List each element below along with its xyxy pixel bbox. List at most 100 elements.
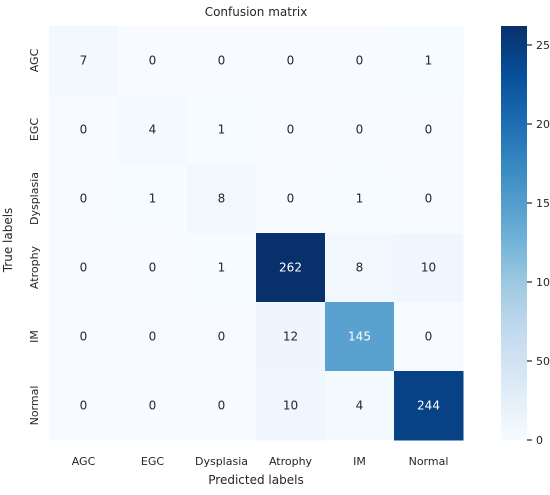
heatmap-cell-label: 0 [80,330,88,344]
heatmap-cell [118,371,188,441]
heatmap-cell-label: 1 [218,261,226,275]
heatmap-cell-label: 10 [421,261,436,275]
heatmap-cell [49,302,119,372]
y-axis-ticks: AGC EGC Dysplasia Atrophy IM Normal [28,48,41,425]
heatmap-cell-label: 0 [218,54,226,68]
heatmap-cell [187,26,257,96]
heatmap-cell-label: 0 [80,261,88,275]
colorbar-tick-label: 100 [536,276,550,289]
heatmap-cell-label: 0 [425,330,433,344]
heatmap-cell-label: 262 [279,261,302,275]
heatmap-cell [325,302,395,372]
heatmap-cell-label: 8 [218,192,226,206]
x-tick-label: AGC [72,455,96,468]
heatmap-cell-label: 145 [348,330,371,344]
heatmap-cell [118,233,188,303]
heatmap-cell [394,371,464,441]
heatmap-cell-label: 0 [425,192,433,206]
heatmap-cell-label: 1 [218,123,226,137]
heatmap-cell-label: 4 [149,123,157,137]
heatmap-labels: 7 0 0 0 0 10 4 1 0 0 00 1 8 0 1 00 0 1 262 8 100 0 0 12 145 00 0 0 1… [80,54,440,413]
heatmap-cell [325,233,395,303]
y-axis-label: True labels [1,208,15,274]
heatmap-cell-label: 8 [356,261,364,275]
heatmap-cell [49,95,119,165]
heatmap-cell [187,302,257,372]
heatmap-cell-label: 1 [425,54,433,68]
heatmap-cell-label: 1 [149,192,157,206]
heatmap-cell [49,164,119,234]
heatmap-cell [394,95,464,165]
heatmap-cell [118,302,188,372]
heatmap-cells [49,26,464,441]
heatmap-cell [118,26,188,96]
heatmap-cell [187,95,257,165]
x-axis-label: Predicted labels [208,473,303,487]
heatmap-cell-label: 0 [80,192,88,206]
heatmap-cell [118,164,188,234]
heatmap-cell [325,371,395,441]
colorbar-tick-label: 50 [536,355,550,368]
y-tick-label: EGC [28,118,41,141]
heatmap-cell-label: 12 [283,330,298,344]
heatmap-cell [49,26,119,96]
chart-title: Confusion matrix [205,5,308,19]
y-tick-label: Dysplasia [28,172,41,225]
heatmap-cell-label: 1 [356,192,364,206]
y-tick-label: IM [28,330,41,343]
heatmap-cell-label: 0 [149,330,157,344]
heatmap-cell-label: 0 [149,261,157,275]
y-tick-label: AGC [28,48,41,72]
heatmap-cell [49,371,119,441]
x-tick-label: Normal [409,455,449,468]
heatmap-cell [256,302,326,372]
heatmap-cell-label: 7 [80,54,88,68]
heatmap-cell-label: 244 [417,399,440,413]
heatmap-cell-label: 0 [80,123,88,137]
heatmap-cell [256,371,326,441]
heatmap-cell-label: 0 [149,399,157,413]
heatmap-cell [394,302,464,372]
heatmap-cell [256,95,326,165]
y-tick-label: Normal [28,386,41,426]
heatmap-cell [187,164,257,234]
heatmap-cell [394,26,464,96]
heatmap-cell-label: 0 [80,399,88,413]
y-tick-label: Atrophy [28,245,41,289]
heatmap-cell-label: 0 [287,192,295,206]
heatmap-cell [394,164,464,234]
heatmap-cell [256,233,326,303]
heatmap-cell-label: 0 [287,54,295,68]
colorbar-tick-label: 150 [536,197,550,210]
x-tick-label: EGC [141,455,164,468]
x-tick-label: Dysplasia [195,455,248,468]
heatmap-cell-label: 0 [356,54,364,68]
x-tick-label: IM [353,455,366,468]
heatmap-cell [325,95,395,165]
heatmap-cell [118,95,188,165]
heatmap-cell [187,233,257,303]
heatmap-cell-label: 10 [283,399,298,413]
heatmap-cell-label: 0 [218,399,226,413]
colorbar-tick-label: 200 [536,118,550,131]
colorbar-tick-label: 250 [536,39,550,52]
colorbar-ticks: 0 50 100 150 200 250 [527,39,550,447]
heatmap-cell-label: 0 [425,123,433,137]
heatmap-cell [394,233,464,303]
heatmap-cell [325,26,395,96]
heatmap-cell-label: 4 [356,399,364,413]
heatmap-cell-label: 0 [149,54,157,68]
colorbar-tick-label: 0 [536,434,543,447]
heatmap-cell [256,26,326,96]
heatmap-cell [187,371,257,441]
x-axis-ticks: AGC EGC Dysplasia Atrophy IM Normal [72,455,449,468]
heatmap-cell-label: 0 [218,330,226,344]
colorbar [501,26,527,440]
heatmap-cell [325,164,395,234]
x-tick-label: Atrophy [269,455,313,468]
heatmap-cell [256,164,326,234]
heatmap-cell-label: 0 [356,123,364,137]
heatmap-cell [49,233,119,303]
